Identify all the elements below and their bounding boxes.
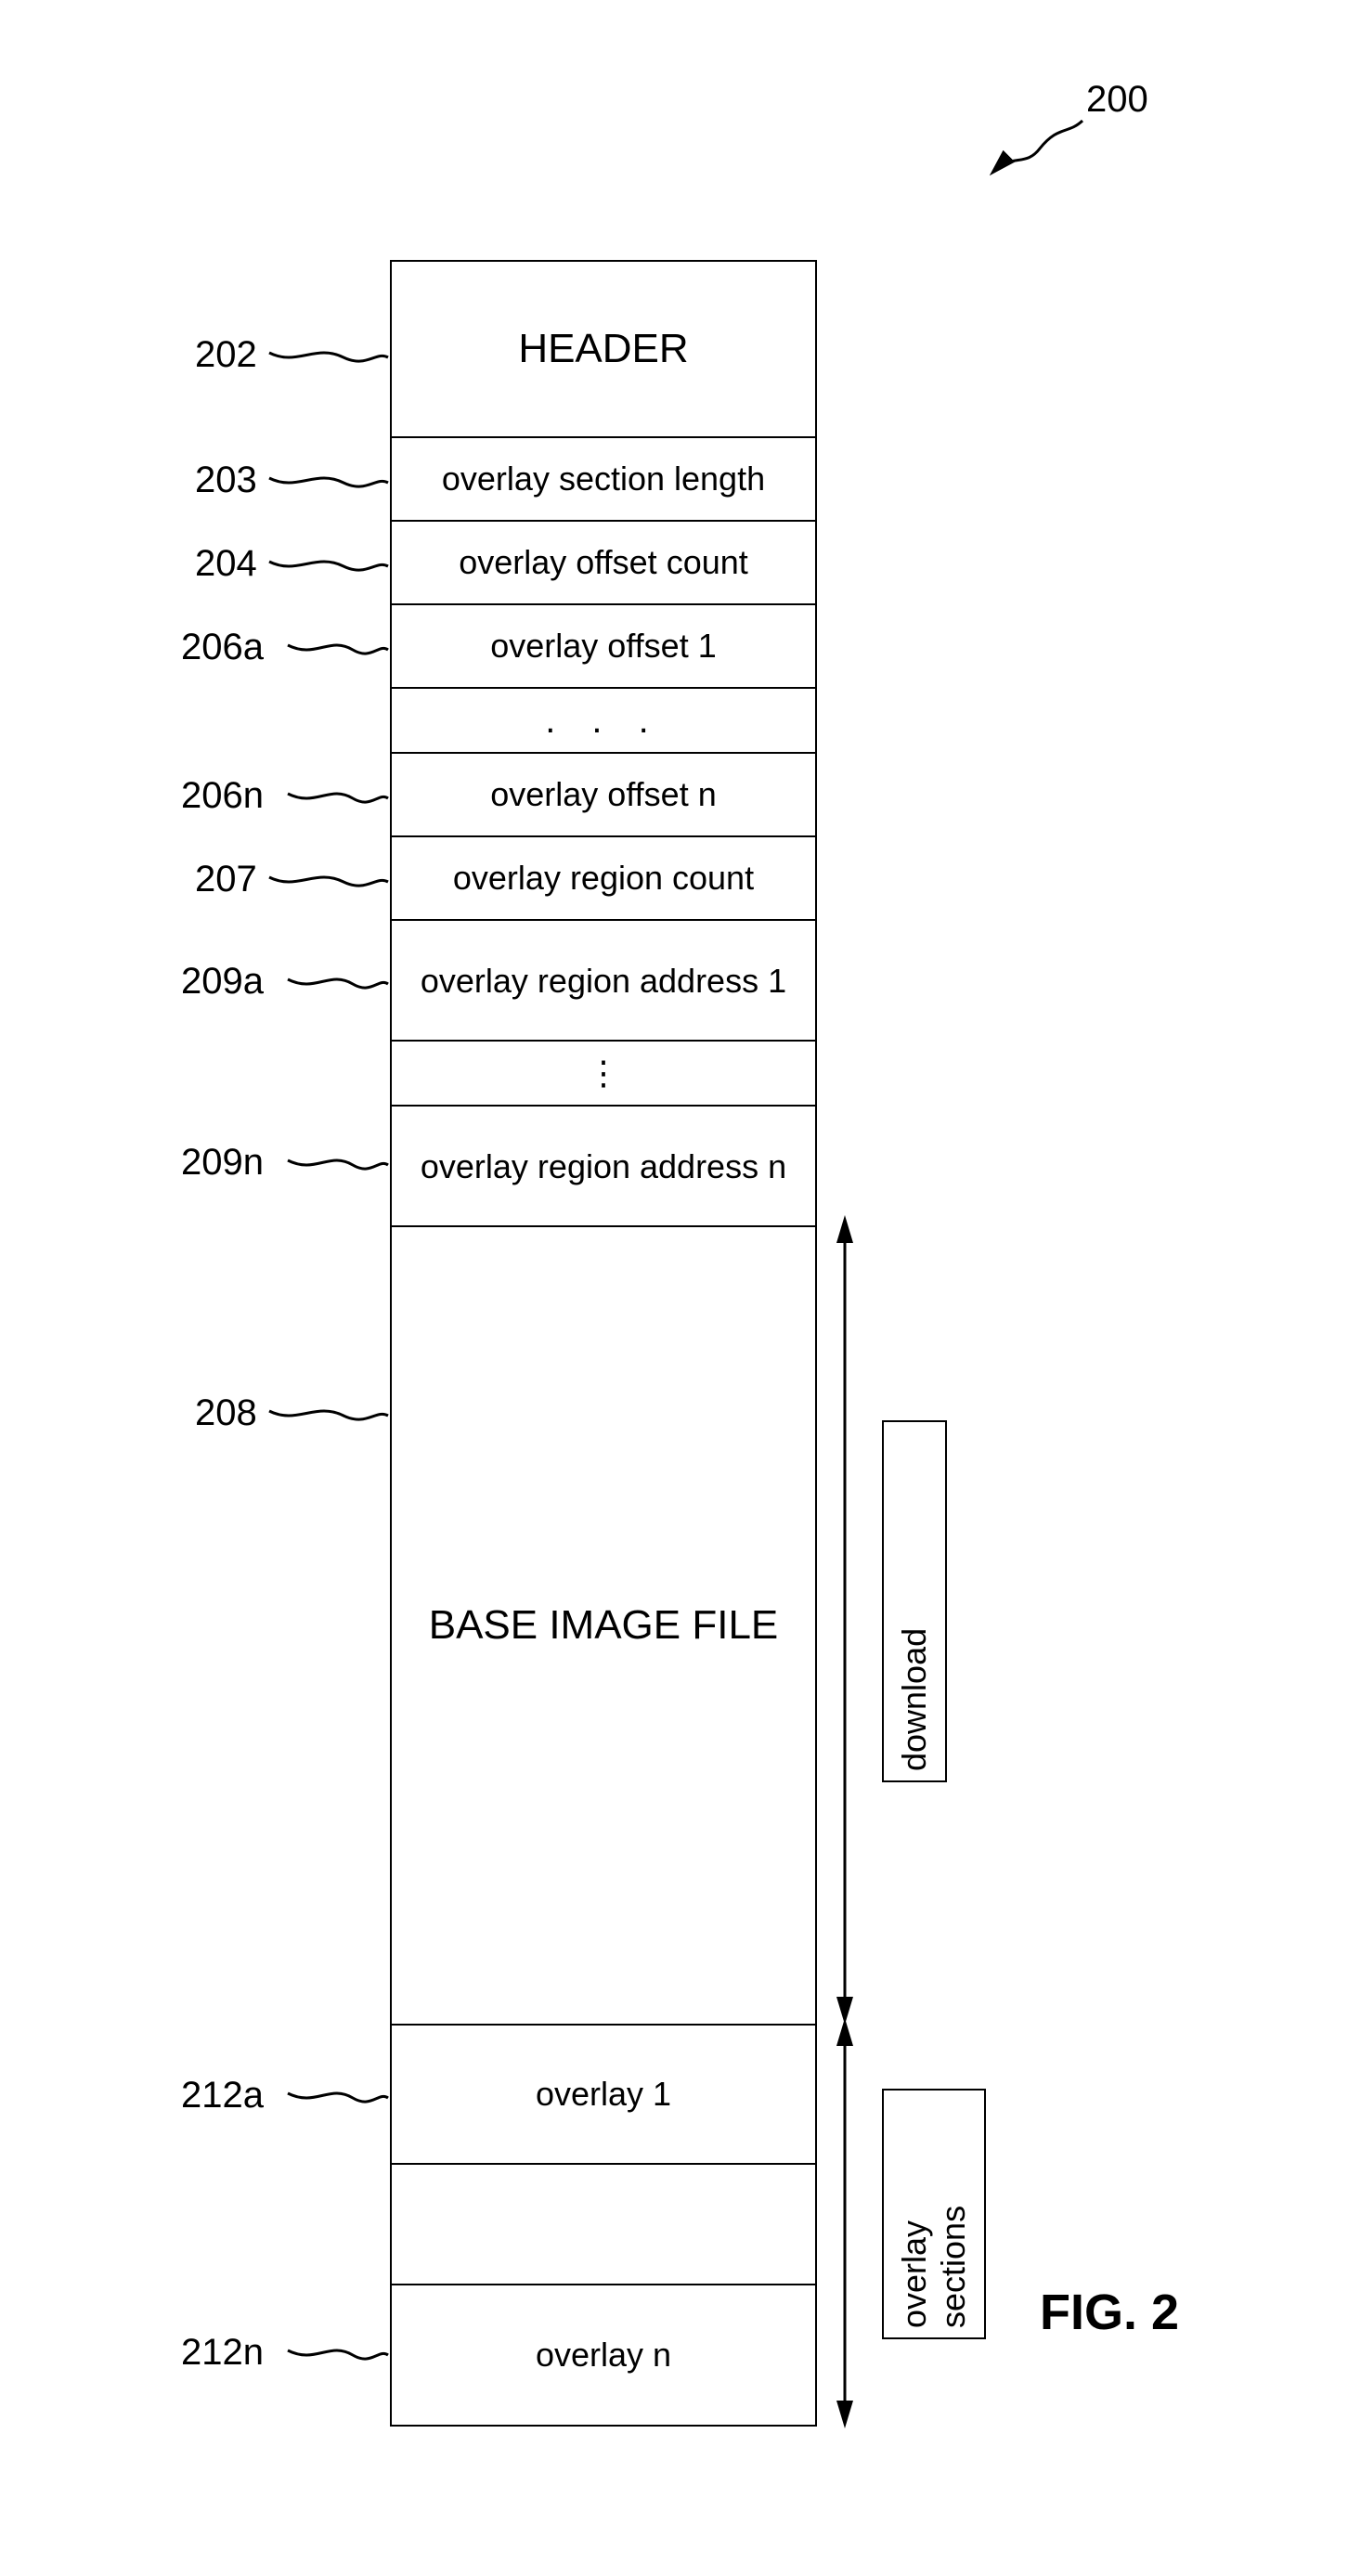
block-overlay-offset-n: overlay offset n [392, 754, 815, 837]
ref-206a: 206a [181, 627, 264, 668]
bracket-download: download [882, 1420, 947, 1782]
block-overlay-region-addr-n: overlay region address n [392, 1107, 815, 1227]
block-base-image-file: BASE IMAGE FILE [392, 1227, 815, 2026]
ref-207: 207 [195, 859, 257, 900]
block-vdots: ⋮ [392, 1042, 815, 1107]
ref-203: 203 [195, 460, 257, 501]
block-overlay-region-addr-1: overlay region address 1 [392, 921, 815, 1042]
block-overlay-1: overlay 1 [392, 2026, 815, 2165]
block-overlay-n: overlay n [392, 2285, 815, 2425]
ref-202: 202 [195, 334, 257, 376]
bracket-overlay-sections: overlay sections [882, 2089, 986, 2339]
block-overlay-section-length: overlay section length [392, 438, 815, 522]
ref-200: 200 [1086, 79, 1148, 121]
block-stack: HEADER overlay section length overlay of… [390, 260, 817, 2427]
ref-209a: 209a [181, 961, 264, 1003]
ref-204: 204 [195, 543, 257, 585]
block-overlay-mid [392, 2165, 815, 2285]
block-overlay-offset-1: overlay offset 1 [392, 605, 815, 689]
ref-209n: 209n [181, 1142, 264, 1184]
ref-206n: 206n [181, 775, 264, 817]
block-overlay-region-count: overlay region count [392, 837, 815, 921]
ref-212n: 212n [181, 2332, 264, 2374]
diagram-container: 200 202 203 204 206a [0, 0, 1348, 2576]
block-overlay-offset-count: overlay offset count [392, 522, 815, 605]
figure-caption: FIG. 2 [1040, 2284, 1179, 2341]
block-header: HEADER [392, 262, 815, 438]
ref-208: 208 [195, 1392, 257, 1434]
ref-212a: 212a [181, 2075, 264, 2116]
block-ellipsis-1: . . . [392, 689, 815, 754]
